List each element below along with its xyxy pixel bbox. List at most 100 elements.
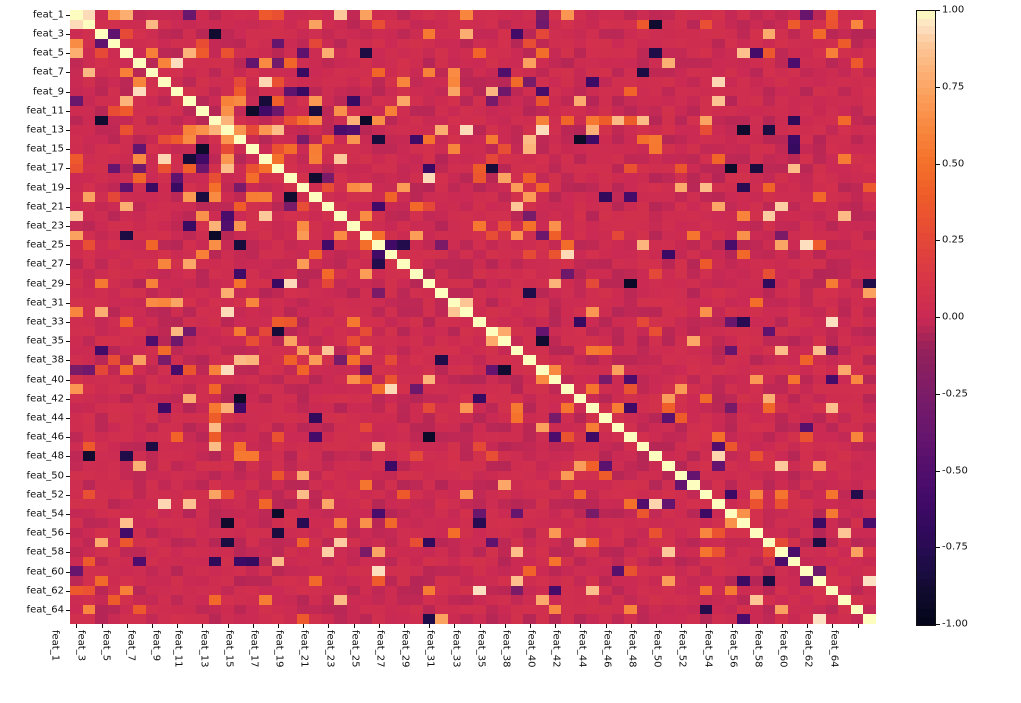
heatmap-cell: [297, 173, 310, 183]
heatmap-cell: [120, 471, 133, 481]
heatmap-cell: [612, 259, 625, 269]
heatmap-cell: [397, 471, 410, 481]
heatmap-cell: [133, 116, 146, 126]
heatmap-cell: [372, 77, 385, 87]
colorbar-segment: [917, 272, 935, 280]
heatmap-cell: [826, 451, 839, 461]
heatmap-cell: [523, 576, 536, 586]
heatmap-cell: [612, 538, 625, 548]
heatmap-cell: [385, 116, 398, 126]
x-tick: [127, 624, 128, 628]
heatmap-cell: [511, 231, 524, 241]
heatmap-cell: [586, 375, 599, 385]
x-axis-label: feat_50: [651, 630, 662, 667]
heatmap-cell: [272, 173, 285, 183]
heatmap-cell: [599, 490, 612, 500]
heatmap-cell: [95, 499, 108, 509]
heatmap-cell: [712, 10, 725, 20]
heatmap-cell: [574, 68, 587, 78]
heatmap-cell: [700, 250, 713, 260]
heatmap-cell: [83, 173, 96, 183]
heatmap-cell: [549, 586, 562, 596]
heatmap-cell: [536, 106, 549, 116]
heatmap-cell: [284, 135, 297, 145]
heatmap-cell: [498, 490, 511, 500]
heatmap-cell: [662, 279, 675, 289]
heatmap-cell: [511, 202, 524, 212]
heatmap-cell: [624, 77, 637, 87]
heatmap-cell: [171, 48, 184, 58]
colorbar-tick: [936, 240, 940, 241]
heatmap-cell: [410, 346, 423, 356]
heatmap-cell: [586, 116, 599, 126]
heatmap-cell: [120, 557, 133, 567]
heatmap-cell: [675, 595, 688, 605]
heatmap-cell: [347, 87, 360, 97]
heatmap-cell: [498, 595, 511, 605]
heatmap-cell: [146, 375, 159, 385]
heatmap-cell: [662, 394, 675, 404]
heatmap-cell: [196, 96, 209, 106]
heatmap-cell: [297, 413, 310, 423]
heatmap-cell: [813, 375, 826, 385]
heatmap-cell: [612, 211, 625, 221]
x-tick: [480, 624, 481, 628]
heatmap-cell: [309, 135, 322, 145]
heatmap-cell: [712, 96, 725, 106]
heatmap-cell: [838, 403, 851, 413]
heatmap-cell: [385, 528, 398, 538]
heatmap-cell: [158, 403, 171, 413]
heatmap-cell: [473, 509, 486, 519]
heatmap-cell: [851, 471, 864, 481]
heatmap-cell: [448, 336, 461, 346]
heatmap-cell: [146, 164, 159, 174]
heatmap-cell: [675, 327, 688, 337]
heatmap-cell: [599, 576, 612, 586]
heatmap-cell: [120, 375, 133, 385]
heatmap-cell: [448, 509, 461, 519]
heatmap-cell: [410, 106, 423, 116]
heatmap-cell: [737, 471, 750, 481]
heatmap-cell: [448, 135, 461, 145]
heatmap-cell: [486, 269, 499, 279]
heatmap-cell: [95, 77, 108, 87]
heatmap-cell: [196, 605, 209, 615]
heatmap-cell: [574, 77, 587, 87]
heatmap-cell: [448, 490, 461, 500]
heatmap-cell: [561, 20, 574, 30]
heatmap-cell: [410, 58, 423, 68]
heatmap-cell: [347, 250, 360, 260]
heatmap-cell: [486, 221, 499, 231]
heatmap-cell: [737, 269, 750, 279]
heatmap-cell: [410, 547, 423, 557]
colorbar-segment: [917, 617, 935, 625]
heatmap-cell: [133, 250, 146, 260]
colorbar-segment: [917, 410, 935, 418]
heatmap-cell: [297, 144, 310, 154]
heatmap-cell: [259, 557, 272, 567]
heatmap-cell: [788, 288, 801, 298]
heatmap-cell: [196, 87, 209, 97]
heatmap-cell: [108, 116, 121, 126]
heatmap-cell: [725, 423, 738, 433]
heatmap-cell: [473, 279, 486, 289]
heatmap-cell: [372, 125, 385, 135]
heatmap-cell: [397, 403, 410, 413]
heatmap-cell: [612, 250, 625, 260]
heatmap-cell: [108, 480, 121, 490]
heatmap-cell: [385, 394, 398, 404]
heatmap-cell: [448, 605, 461, 615]
y-axis-label: feat_1: [33, 9, 64, 20]
heatmap-cell: [838, 173, 851, 183]
heatmap-cell: [410, 211, 423, 221]
heatmap-cell: [675, 518, 688, 528]
heatmap-cell: [763, 471, 776, 481]
heatmap-cell: [133, 576, 146, 586]
heatmap-cell: [549, 384, 562, 394]
heatmap-cell: [322, 365, 335, 375]
y-tick: [66, 533, 70, 534]
heatmap-cell: [725, 355, 738, 365]
heatmap-cell: [788, 106, 801, 116]
heatmap-cell: [83, 423, 96, 433]
heatmap-cell: [234, 298, 247, 308]
